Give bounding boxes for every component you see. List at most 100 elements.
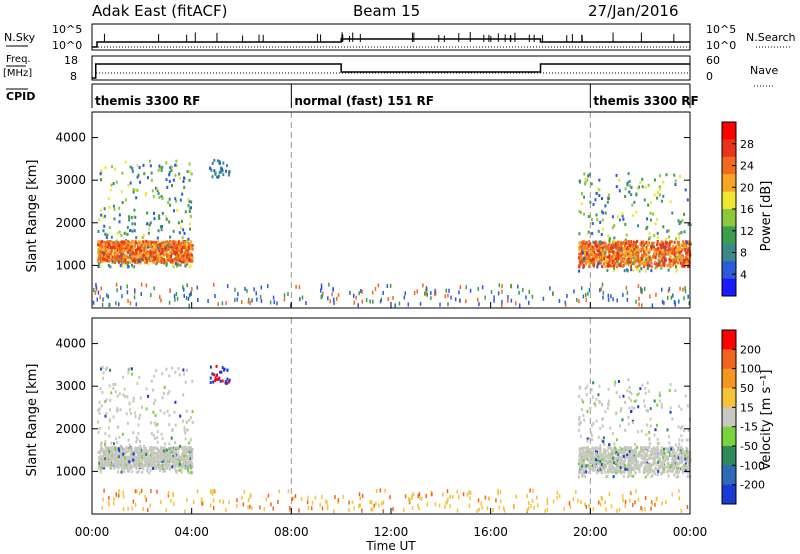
scatter-cell [185, 248, 188, 252]
scatter-cell [600, 248, 603, 252]
scatter-cell [610, 447, 613, 451]
scatter-cell [623, 269, 626, 273]
scatter-cell [613, 469, 616, 473]
scatter-cell [613, 468, 616, 472]
scatter-cell [665, 237, 668, 241]
scatter-cell [595, 241, 598, 245]
scatter-cell [103, 442, 106, 446]
scatter-cell [189, 458, 192, 462]
scatter-cell [658, 456, 661, 460]
scatter-cell [596, 459, 599, 463]
scatter-cell [660, 472, 663, 476]
scatter-cell [632, 474, 635, 478]
scatter-cell [628, 260, 631, 264]
scatter-cell [181, 457, 184, 461]
scatter-cell [189, 438, 192, 442]
scatter-cell [666, 470, 669, 474]
scatter-cell [162, 257, 165, 261]
scatter-cell [597, 249, 600, 253]
scatter-cell [101, 454, 104, 458]
scatter-cell [638, 450, 641, 454]
scatter-cell [593, 402, 596, 406]
scatter-cell [104, 414, 107, 418]
scatter-cell [113, 442, 116, 446]
scatter-cell [137, 253, 140, 257]
scatter-cell [126, 225, 129, 229]
scatter-cell [679, 460, 682, 464]
scatter-cell [624, 452, 627, 456]
noise-cell [372, 299, 374, 304]
scatter-cell [143, 449, 146, 453]
scatter-cell [145, 407, 148, 411]
scatter-cell [584, 177, 587, 181]
noise-cell [626, 297, 629, 302]
scatter-cell [220, 370, 223, 374]
scatter-cell [190, 448, 193, 452]
scatter-cell [673, 459, 676, 463]
scatter-cell [638, 465, 641, 469]
noise-cell [635, 299, 637, 304]
scatter-cell [160, 169, 163, 173]
noise-cell [564, 300, 567, 305]
scatter-cell [585, 447, 588, 451]
scatter-cell [174, 423, 177, 427]
y-tick-label: 4000 [55, 131, 86, 145]
cpid-label: CPID [6, 90, 35, 103]
noise-cell [439, 302, 441, 307]
scatter-cell [650, 265, 653, 269]
scatter-cell [644, 468, 647, 472]
scatter-cell [169, 203, 172, 207]
scatter-cell [161, 241, 164, 245]
scatter-cell [644, 262, 647, 266]
scatter-cell [129, 459, 132, 463]
scatter-cell [594, 198, 597, 202]
scatter-cell [650, 247, 653, 251]
scatter-cell [668, 262, 671, 266]
scatter-cell [176, 462, 179, 466]
scatter-cell [114, 461, 117, 465]
scatter-cell [630, 410, 633, 414]
scatter-cell [609, 261, 612, 265]
noise-cell [556, 496, 558, 501]
scatter-cell [225, 164, 228, 168]
scatter-cell [591, 438, 594, 442]
scatter-cell [637, 245, 640, 249]
scatter-cell [172, 452, 175, 456]
scatter-cell [118, 255, 121, 259]
scatter-cell [609, 458, 612, 462]
scatter-cell [188, 199, 191, 203]
scatter-cell [120, 190, 123, 194]
scatter-cell [666, 447, 669, 451]
scatter-cell [653, 250, 656, 254]
scatter-cell [117, 451, 120, 455]
noise-cell [598, 500, 600, 505]
scatter-cell [615, 185, 618, 189]
scatter-cell [592, 451, 595, 455]
scatter-cell [679, 446, 682, 450]
scatter-cell [146, 463, 149, 467]
scatter-cell [175, 459, 178, 463]
scatter-cell [649, 211, 652, 215]
noise-cell [607, 293, 610, 298]
noise-cell [102, 297, 104, 302]
scatter-cell [159, 225, 162, 229]
scatter-cell [182, 254, 185, 258]
scatter-cell [587, 215, 590, 219]
scatter-cell [680, 445, 683, 449]
scatter-cell [600, 259, 603, 263]
scatter-cell [613, 457, 616, 461]
scatter-cell [126, 245, 129, 249]
scatter-cell [114, 390, 117, 394]
scatter-cell [577, 428, 580, 432]
noise-cell [320, 283, 323, 288]
scatter-cell [120, 240, 123, 244]
scatter-cell [657, 251, 660, 255]
scatter-cell [650, 241, 653, 245]
scatter-cell [118, 449, 121, 453]
nave-tick-bottom: 0 [706, 70, 713, 83]
noise-cell [212, 282, 215, 287]
scatter-cell [594, 456, 597, 460]
scatter-cell [128, 248, 131, 252]
noise-cell [160, 298, 162, 303]
